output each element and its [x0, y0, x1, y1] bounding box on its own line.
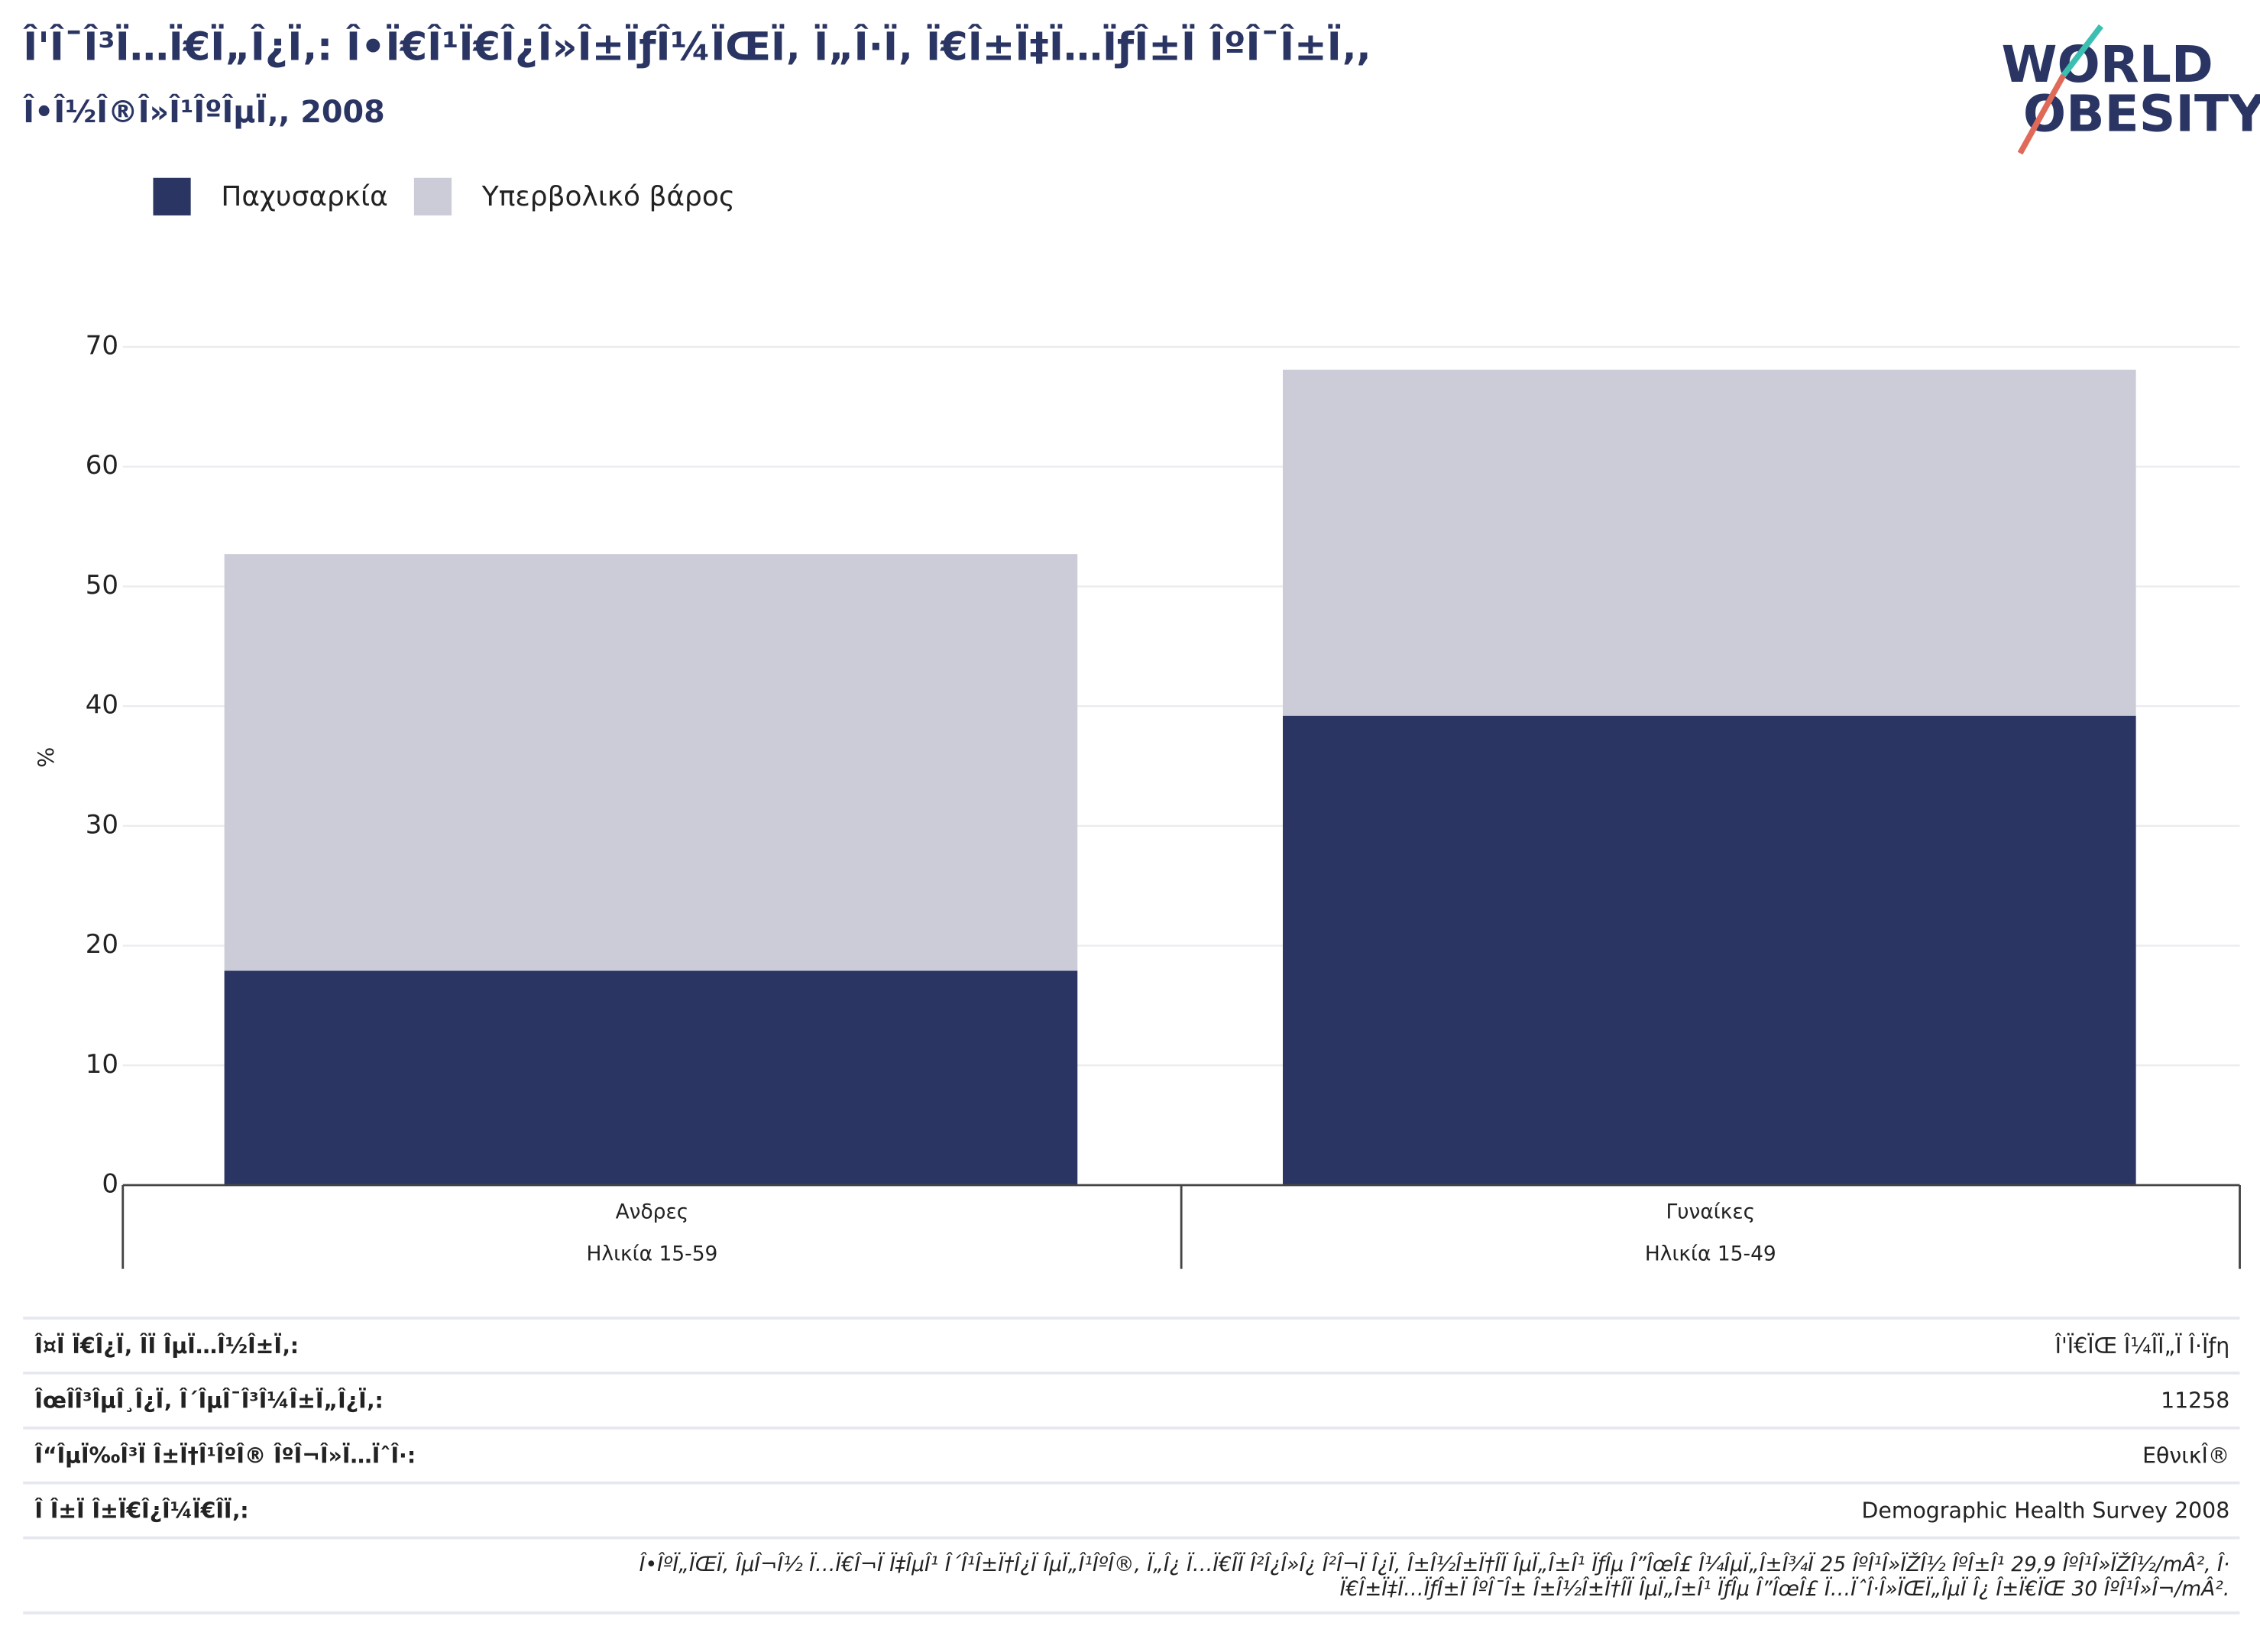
footer-label: Î¤Ï Ï€Î¿Ï‚ Î­Ï ÎµÏ…Î½Î±Ï‚:: [34, 1333, 299, 1359]
x-tick-label: Ανδρες: [616, 1200, 689, 1223]
footer-note: Î•ÎºÏ„ÏŒÏ‚ ÎµÎ¬Î½ Ï…Ï€Î¬Ï Ï‡ÎµÎ¹ Î´Î¹Î±Ï…: [639, 1552, 2230, 1576]
bar-segment: [224, 970, 1078, 1185]
footer-note: Ï€Î±Ï‡Ï…ÏƒÎ±Ï ÎºÎ¯Î± Î±Î½Î±Ï†Î­Ï ÎµÏ„Î±Î…: [1340, 1576, 2230, 1601]
x-tick-label: Γυναίκες: [1666, 1200, 1755, 1223]
chart-subtitle: Î•Î½Î®Î»Î¹ÎºÎµÏ‚, 2008: [23, 94, 385, 130]
y-tick-label: 0: [102, 1168, 118, 1199]
bar-segment: [1283, 369, 2136, 716]
y-tick-label: 30: [86, 809, 118, 840]
y-tick-label: 60: [86, 450, 118, 481]
bar-segment: [1283, 715, 2136, 1185]
footer-value: 11258: [2161, 1388, 2229, 1414]
y-tick-label: 50: [86, 570, 118, 601]
logo-text: WORLD: [2001, 35, 2213, 94]
logo-text: OBESITY: [2023, 84, 2260, 143]
legend-label: Παχυσαρκία: [221, 181, 387, 212]
legend-label: Υπερβολικό βάρος: [481, 181, 735, 212]
legend-swatch: [153, 177, 191, 215]
logo-slash: [2061, 24, 2103, 77]
legend-swatch: [413, 177, 452, 215]
y-axis-label: %: [34, 747, 59, 768]
y-tick-label: 10: [86, 1049, 118, 1080]
chart-title: Î'Î¯Î³Ï…Ï€Ï„Î¿Ï‚: Î•Ï€Î¹Ï€Î¿Î»Î±ÏƒÎ¼ÏŒÏ‚…: [23, 23, 1371, 70]
y-tick-label: 70: [86, 331, 118, 361]
logo-slash: [2017, 73, 2067, 155]
y-tick-label: 40: [86, 690, 118, 721]
y-tick-label: 20: [86, 929, 118, 960]
footer-label: Î Î±Ï Î±Ï€Î¿Î¼Ï€Î­Ï‚:: [34, 1497, 248, 1523]
footer-value: ΕθνικÎ®: [2142, 1443, 2229, 1469]
footer-value: Demographic Health Survey 2008: [1862, 1498, 2230, 1523]
footer-value: Î'Ï€ÏŒ Î¼ÎÏ„Ï Î·Ïƒη: [2054, 1333, 2230, 1359]
footer-label: ÎœÎ­Î³ÎµÎ¸Î¿Ï‚ Î´ÎµÎ¯Î³Î¼Î±Ï„Î¿Ï‚:: [34, 1388, 383, 1414]
x-group-label: Ηλικία 15-49: [1645, 1242, 1776, 1265]
footer-label: Î“ÎµÏ‰Î³Ï Î±Ï†Î¹ÎºÎ® ÎºÎ¬Î»Ï…ÏˆÎ·:: [34, 1443, 416, 1469]
bar-segment: [224, 554, 1078, 971]
x-group-label: Ηλικία 15-59: [587, 1242, 718, 1265]
